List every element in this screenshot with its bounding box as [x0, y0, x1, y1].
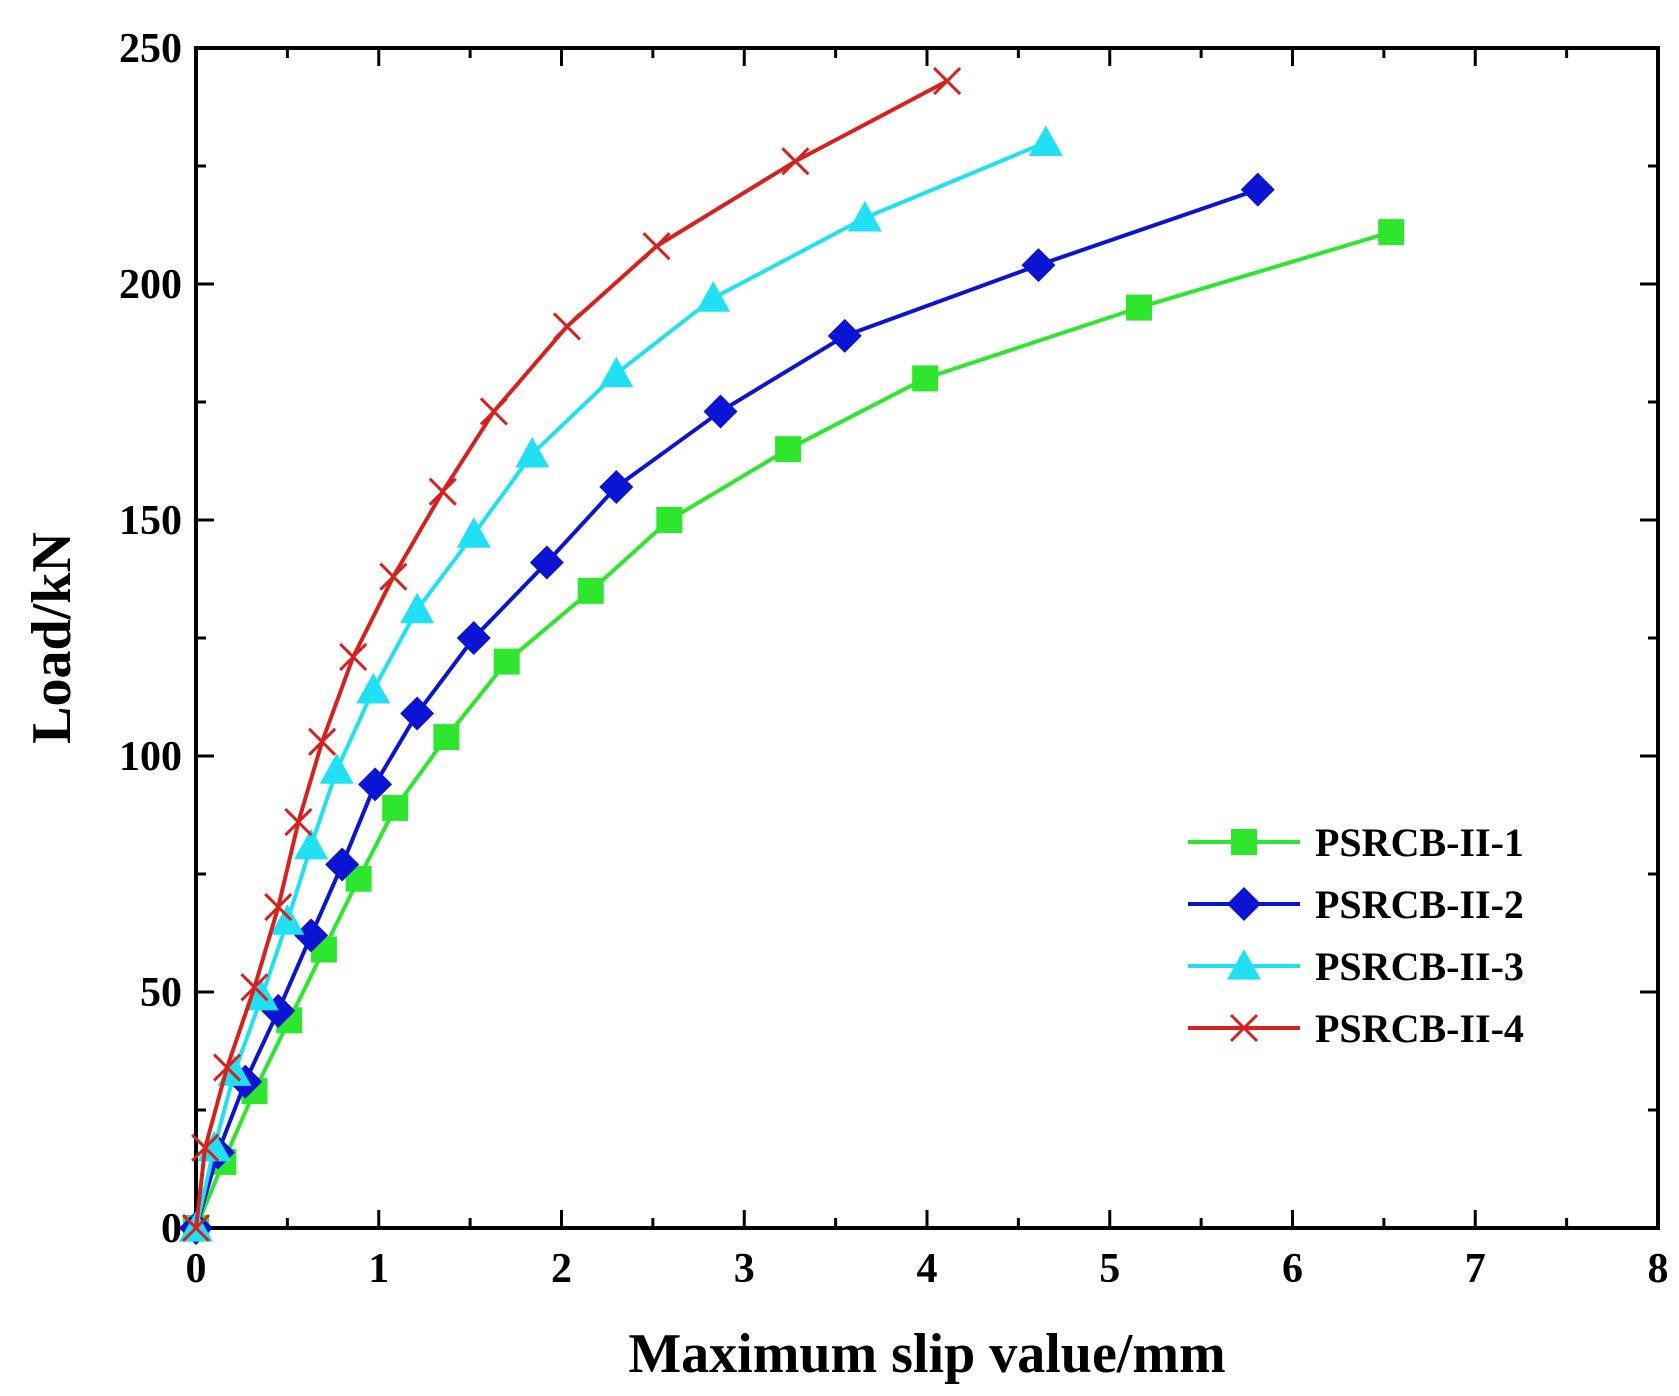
plot-border	[194, 46, 1660, 1230]
legend: PSRCB-II-1 PSRCB-II-2 PSRCB-II-3 PSRCB-II-4	[1188, 820, 1524, 1051]
data-point	[577, 577, 604, 604]
series-line	[194, 230, 1392, 1229]
data-point	[599, 356, 634, 388]
data-point	[933, 66, 962, 96]
data-point	[1021, 248, 1056, 283]
series-PSRCB-II-1	[183, 219, 1405, 1241]
data-point	[264, 892, 293, 922]
legend-item: PSRCB-II-1	[1188, 820, 1524, 865]
data-point	[456, 621, 491, 655]
data-point	[781, 147, 810, 176]
legend-marker	[1227, 887, 1261, 921]
y-tick-label: 0	[161, 1206, 182, 1252]
data-point	[325, 847, 360, 882]
y-tick-label: 200	[119, 262, 182, 308]
data-point	[284, 808, 313, 837]
x-tick-label: 1	[368, 1246, 389, 1292]
data-point	[1378, 219, 1405, 246]
y-tick-label: 150	[119, 498, 182, 544]
legend-label: PSRCB-II-2	[1315, 882, 1524, 927]
data-point	[912, 365, 939, 392]
series-PSRCB-II-4	[181, 66, 962, 1243]
axis-ticks: 0 1 2 3 4 5 6 7 8 0 50 100 150 200 250	[119, 26, 1669, 1292]
data-point	[696, 281, 731, 312]
data-point	[827, 318, 862, 353]
data-point	[191, 1133, 220, 1162]
legend-item: PSRCB-II-2	[1188, 882, 1524, 927]
data-point	[1028, 125, 1063, 156]
data-point	[382, 794, 409, 821]
series-line	[194, 187, 1259, 1229]
data-point	[308, 727, 337, 756]
y-tick-label: 100	[119, 734, 182, 780]
x-tick-label: 2	[551, 1246, 572, 1292]
data-point	[493, 648, 520, 675]
data-point	[319, 753, 354, 784]
y-tick-label: 50	[140, 970, 182, 1016]
data-point	[1125, 294, 1152, 321]
data-point	[599, 469, 634, 504]
x-tick-label: 6	[1282, 1246, 1303, 1292]
data-point	[400, 592, 435, 624]
legend-marker	[1227, 949, 1261, 980]
data-point	[428, 477, 457, 506]
data-point	[181, 1213, 211, 1243]
data-point	[213, 1053, 242, 1082]
plot-frame	[194, 46, 1660, 1230]
data-point	[294, 828, 329, 860]
data-point	[339, 642, 368, 671]
legend-marker	[1231, 829, 1257, 855]
x-tick-label: 3	[734, 1246, 755, 1292]
legend-item: PSRCB-II-3	[1188, 944, 1524, 989]
data-point	[1240, 172, 1275, 207]
series-line	[194, 79, 949, 1229]
legend-item: PSRCB-II-4	[1188, 1006, 1524, 1051]
data-point	[456, 517, 491, 548]
data-point	[358, 767, 393, 802]
data-point	[642, 232, 671, 261]
data-point	[479, 397, 508, 426]
data-point	[294, 918, 329, 953]
data-point	[515, 436, 550, 468]
series-PSRCB-II-2	[179, 172, 1275, 1245]
series-PSRCB-II-3	[179, 125, 1063, 1242]
series-layer	[179, 66, 1405, 1245]
data-point	[775, 436, 802, 463]
series-line	[194, 140, 1047, 1229]
data-point	[400, 696, 435, 731]
legend-label: PSRCB-II-4	[1315, 1006, 1524, 1051]
x-tick-label: 5	[1099, 1246, 1120, 1292]
data-point	[356, 672, 391, 704]
data-point	[240, 973, 269, 1002]
data-point	[529, 545, 564, 580]
x-tick-label: 4	[917, 1246, 938, 1292]
y-tick-label: 250	[119, 26, 182, 72]
data-point	[847, 200, 882, 232]
data-point	[703, 394, 738, 429]
y-axis-title: Load/kN	[21, 532, 83, 744]
data-point	[433, 724, 460, 751]
legend-marker	[1229, 1013, 1259, 1043]
x-axis-title: Maximum slip value/mm	[628, 1323, 1225, 1385]
legend-label: PSRCB-II-1	[1315, 820, 1524, 865]
x-tick-label: 7	[1465, 1246, 1486, 1292]
x-tick-label: 8	[1648, 1246, 1669, 1292]
data-point	[656, 507, 683, 533]
data-point	[379, 562, 408, 591]
legend-label: PSRCB-II-3	[1315, 944, 1524, 989]
data-point	[552, 312, 582, 341]
x-tick-label: 0	[186, 1246, 207, 1292]
data-point	[270, 904, 305, 935]
